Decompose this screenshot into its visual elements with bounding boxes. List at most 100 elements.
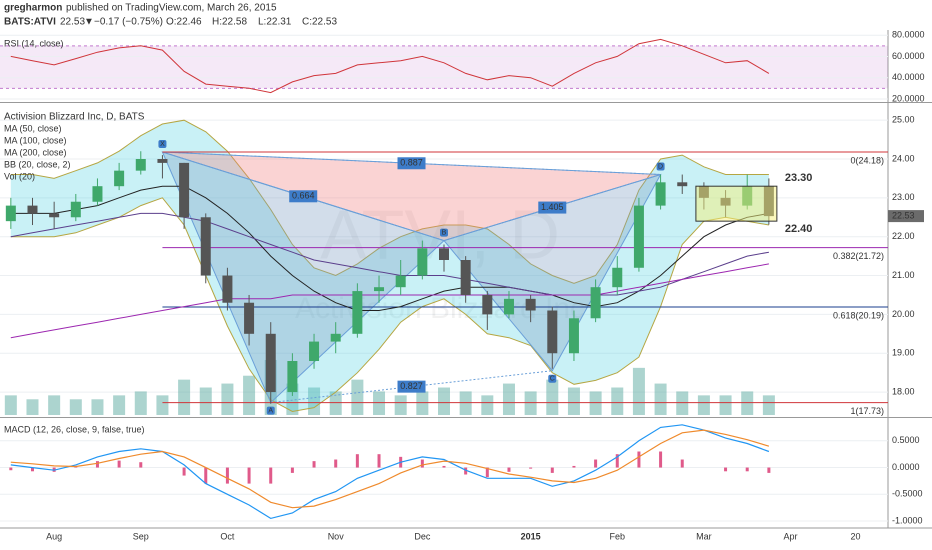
bb-lower (10, 197, 769, 413)
histogram-bar (659, 451, 663, 468)
x-tick-label: Nov (328, 531, 345, 541)
volume-bar (762, 395, 775, 415)
histogram-bar (420, 459, 424, 468)
candle-body (655, 182, 666, 206)
histogram-bar (247, 467, 251, 484)
series-line (10, 185, 769, 311)
histogram-bar (529, 467, 533, 469)
range-box (695, 185, 778, 222)
x-tick-label: Sep (133, 531, 149, 541)
candle-body (547, 310, 558, 354)
candle-body (439, 248, 449, 260)
candle-body (330, 333, 341, 342)
histogram-bar (615, 454, 619, 468)
candle-body (309, 341, 320, 362)
volume-bar (48, 395, 61, 415)
y-tick-label: 22.00 (892, 231, 915, 241)
y-tick-label: 0.5000 (892, 435, 920, 445)
volume-bar (4, 395, 17, 415)
histogram-bar (334, 459, 338, 468)
candle-body (590, 287, 601, 319)
volume-bar (221, 383, 234, 415)
series-line (10, 429, 770, 509)
open: O:22.46 (166, 17, 202, 28)
candle-body (352, 291, 363, 334)
volume-bar (199, 387, 212, 415)
histogram-bar (225, 467, 229, 484)
volume-bar (741, 391, 754, 415)
y-tick-label: 24.00 (892, 153, 915, 163)
x-tick-label: Dec (414, 531, 431, 541)
histogram-bar (767, 467, 771, 473)
candle-body (49, 213, 60, 218)
candle-body (460, 260, 471, 295)
volume-bar (134, 391, 147, 415)
x-tick-label: Aug (46, 531, 62, 541)
y-tick-label: 21.00 (892, 270, 915, 280)
box-label: 22.40 (785, 223, 813, 235)
volume-bar (156, 395, 169, 415)
candle-body (222, 275, 233, 303)
candle-body (374, 287, 385, 292)
published: published on TradingView.com, March 26, … (66, 3, 277, 14)
x-tick-label: Apr (784, 531, 798, 541)
last-price-label: 22.53 (892, 210, 915, 220)
volume-bar (481, 395, 494, 415)
pattern-point (656, 162, 665, 171)
volume-bar (69, 399, 82, 415)
histogram-bar (464, 467, 468, 475)
histogram-bar (550, 467, 554, 473)
series-line (10, 212, 769, 296)
histogram-bar (117, 460, 121, 468)
pattern-point (158, 140, 167, 149)
pattern-point-label: A (268, 407, 273, 414)
volume-bar (373, 391, 386, 415)
bb-upper (10, 119, 769, 284)
candle-body (677, 182, 688, 187)
ratio-box (538, 201, 567, 214)
histogram-bar (9, 467, 13, 471)
histogram-bar (594, 459, 598, 468)
histogram-bar (95, 461, 99, 468)
histogram-bar (572, 465, 576, 468)
pane-title: Activision Blizzard Inc, D, BATS (4, 112, 145, 123)
x-tick-label: 20 (851, 531, 861, 541)
ratio-label: 0.827 (400, 381, 423, 391)
legend-entry: BB (20, close, 2) (4, 159, 71, 169)
series-line (10, 263, 769, 339)
high: H:22.58 (212, 17, 247, 28)
ratio-box (397, 380, 426, 393)
candle-body (633, 205, 644, 268)
histogram-bar (442, 465, 446, 468)
candle-body (92, 186, 103, 202)
volume-bar (416, 391, 429, 415)
histogram-bar (139, 462, 143, 468)
pattern-point-label: C (550, 376, 555, 383)
volume-bar (113, 395, 126, 415)
volume-bar (632, 367, 645, 415)
last-price-tag (888, 210, 924, 223)
volume-bar (178, 379, 191, 415)
y-tick-label: -0.5000 (892, 489, 923, 499)
candle-body (482, 294, 493, 315)
ratio-label: 0.887 (400, 158, 423, 168)
volume-bar (567, 387, 580, 415)
histogram-bar (30, 467, 34, 472)
candle-body (265, 333, 276, 393)
candle-body (27, 205, 38, 214)
candle-body (200, 217, 211, 276)
pattern-point-label: B (442, 229, 447, 236)
pattern-point-label: X (160, 141, 165, 148)
legend-entry: MA (50, close) (4, 123, 62, 133)
y-tick-label: 20.00 (892, 309, 915, 319)
volume-bar (26, 399, 39, 415)
series-line (10, 38, 770, 94)
histogram-bar (377, 454, 381, 468)
rsi-band (0, 45, 888, 89)
candle-body (135, 158, 146, 171)
change: −0.17 (−0.75%) (94, 17, 163, 28)
x-tick-label: 2015 (521, 531, 541, 541)
candle-body (417, 248, 428, 276)
histogram-bar (182, 467, 186, 476)
histogram-bar (745, 467, 749, 472)
